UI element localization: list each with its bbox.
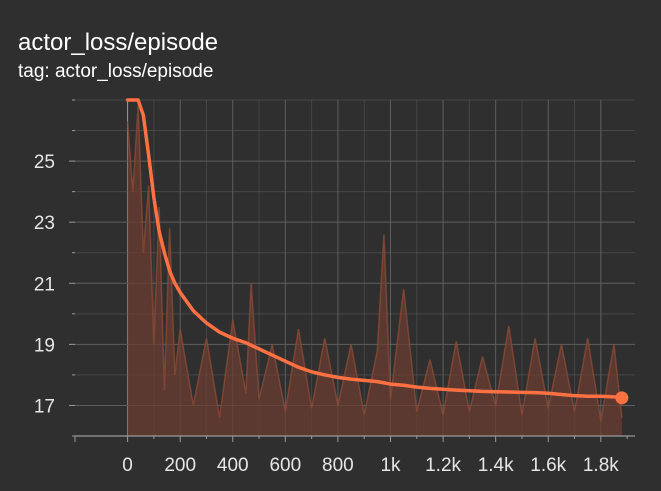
y-tick-label: 21 [34, 274, 55, 295]
x-tick-label: 1.4k [478, 455, 514, 476]
smoothed-series-endpoint [615, 391, 629, 405]
x-tick-label: 1.8k [583, 455, 619, 476]
x-tick-label: 0 [122, 455, 133, 476]
raw-series [126, 106, 623, 436]
x-tick-label: 1.2k [425, 455, 461, 476]
chart-title: actor_loss/episode [18, 29, 219, 56]
tick-labels: 0 200 400 600 800 1k 1.2k 1.4k 1.6k 1.8k 17 19 21 23 2… [34, 152, 619, 476]
x-tick-label: 200 [164, 455, 196, 476]
smoothed-series [125, 98, 629, 405]
y-tick-label: 19 [34, 335, 55, 356]
raw-series-line [126, 106, 623, 421]
smoothed-series-line [125, 98, 624, 400]
x-tick-label: 600 [269, 455, 301, 476]
axes [69, 99, 635, 442]
x-tick-label: 800 [322, 455, 354, 476]
y-tick-label: 17 [34, 396, 55, 417]
y-tick-label: 23 [34, 213, 55, 234]
x-tick-label: 400 [217, 455, 249, 476]
chart-tag: tag: actor_loss/episode [18, 61, 214, 82]
raw-series-area [127, 106, 622, 436]
x-tick-label: 1k [380, 455, 401, 476]
x-tick-label: 1.6k [530, 455, 566, 476]
y-tick-label: 25 [34, 152, 55, 173]
